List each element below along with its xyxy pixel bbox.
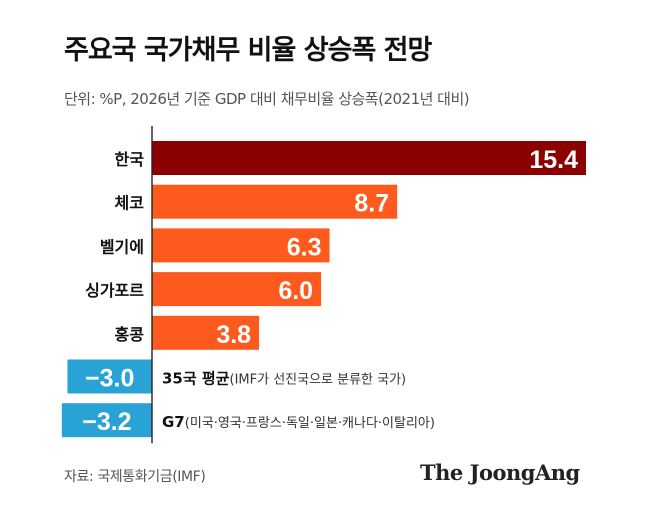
source-note: 자료: 국제통화기금(IMF) bbox=[64, 469, 206, 485]
category-label: 벨기에 bbox=[100, 237, 144, 256]
bar bbox=[152, 228, 330, 263]
category-label: 홍콩 bbox=[115, 325, 145, 344]
category-label: 35국 평균(IMF가 선진국으로 분류한 국가) bbox=[162, 370, 406, 388]
bar bbox=[152, 184, 398, 219]
brand-logo: The JoongAng bbox=[420, 460, 580, 485]
chart-subtitle: 단위: %P, 2026년 기준 GDP 대비 채무비율 상승폭(2021년 대… bbox=[64, 90, 470, 108]
bar-value-label: 6.0 bbox=[278, 277, 313, 305]
bar-value-label: 3.8 bbox=[216, 321, 251, 349]
bar-value-label: 8.7 bbox=[354, 190, 389, 218]
bar-value-label: −3.2 bbox=[82, 408, 131, 436]
bar-value-label: 6.3 bbox=[287, 233, 322, 261]
category-label: 한국 bbox=[115, 150, 145, 169]
bar bbox=[152, 141, 586, 175]
bar bbox=[152, 272, 322, 307]
bar bbox=[152, 315, 260, 350]
category-label: 싱가포르 bbox=[85, 281, 144, 300]
category-label: 체코 bbox=[115, 194, 145, 213]
chart-title: 주요국 국가채무 비율 상승폭 전망 bbox=[64, 35, 432, 66]
bar bbox=[61, 403, 153, 438]
category-label: G7(미국·영국·프랑스·독일·일본·캐나다·이탈리아) bbox=[162, 413, 435, 431]
bar bbox=[67, 359, 152, 394]
bar-value-label: 15.4 bbox=[529, 146, 578, 174]
bar-value-label: −3.0 bbox=[85, 365, 134, 393]
